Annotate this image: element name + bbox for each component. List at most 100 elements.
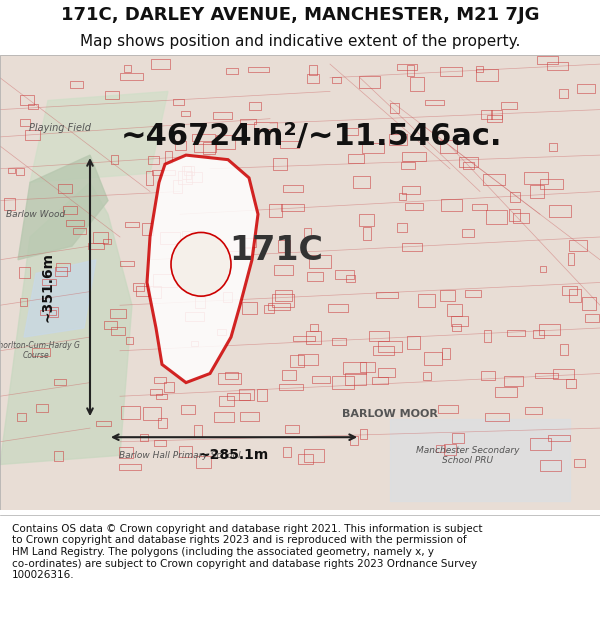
Bar <box>345 374 365 385</box>
Bar <box>293 336 315 341</box>
Bar <box>154 441 166 446</box>
Bar <box>214 412 234 422</box>
Bar <box>55 451 63 461</box>
Text: Manchester Secondary
School PRU: Manchester Secondary School PRU <box>416 446 520 465</box>
Bar <box>401 186 421 194</box>
Bar <box>239 412 259 421</box>
Bar <box>25 131 40 140</box>
Bar <box>150 389 162 395</box>
Bar <box>361 362 374 372</box>
Bar <box>443 444 456 454</box>
Bar <box>310 324 317 331</box>
Bar <box>120 73 143 80</box>
Bar <box>175 141 187 150</box>
FancyBboxPatch shape <box>0 55 600 510</box>
Bar <box>332 376 355 389</box>
Bar <box>184 166 194 175</box>
Text: 171C: 171C <box>229 234 323 267</box>
Bar <box>577 84 595 93</box>
Bar <box>451 316 468 326</box>
Bar <box>149 286 161 298</box>
Text: Map shows position and indicative extent of the property.: Map shows position and indicative extent… <box>80 34 520 49</box>
Bar <box>153 274 177 288</box>
Bar <box>187 173 202 182</box>
Bar <box>215 136 235 149</box>
Bar <box>298 354 319 365</box>
Bar <box>448 304 462 316</box>
Bar <box>585 314 599 322</box>
Bar <box>32 348 50 356</box>
Bar <box>405 202 422 211</box>
Bar <box>119 464 140 470</box>
Bar <box>226 68 238 74</box>
Bar <box>245 248 251 256</box>
Polygon shape <box>147 155 258 382</box>
Bar <box>185 312 205 321</box>
Bar <box>373 377 388 384</box>
Bar <box>241 238 256 247</box>
Bar <box>574 459 585 468</box>
Text: Contains OS data © Crown copyright and database right 2021. This information is : Contains OS data © Crown copyright and d… <box>12 524 482 580</box>
Bar <box>182 166 191 179</box>
Bar <box>111 155 118 164</box>
Bar <box>304 449 323 462</box>
Bar <box>136 286 149 296</box>
Bar <box>343 362 366 374</box>
Bar <box>275 290 292 301</box>
Bar <box>37 404 48 412</box>
Bar <box>278 240 290 252</box>
Bar <box>283 370 296 380</box>
Bar <box>524 172 548 184</box>
Bar <box>20 298 26 306</box>
Text: 171C, DARLEY AVENUE, MANCHESTER, M21 7JG: 171C, DARLEY AVENUE, MANCHESTER, M21 7JG <box>61 6 539 24</box>
Bar <box>332 338 346 345</box>
Polygon shape <box>30 91 168 182</box>
Bar <box>549 205 571 217</box>
Bar <box>285 424 299 433</box>
Bar <box>436 446 445 451</box>
Bar <box>181 405 196 414</box>
Text: ~351.6m: ~351.6m <box>41 252 55 322</box>
Bar <box>506 330 525 336</box>
Bar <box>17 413 26 421</box>
Bar <box>407 65 415 76</box>
Bar <box>181 111 190 116</box>
Bar <box>438 406 458 412</box>
Bar <box>124 64 131 72</box>
Bar <box>160 232 180 244</box>
Bar <box>218 373 241 384</box>
Bar <box>484 330 491 342</box>
Bar <box>566 379 576 388</box>
Bar <box>376 292 398 298</box>
Bar <box>156 394 167 399</box>
Bar <box>465 290 481 297</box>
Text: Barlow Hall Primary School: Barlow Hall Primary School <box>119 451 241 460</box>
Bar <box>290 355 304 367</box>
Bar <box>463 162 475 169</box>
Bar <box>279 384 303 391</box>
Bar <box>486 210 508 224</box>
Bar <box>28 104 38 109</box>
Bar <box>359 76 380 89</box>
Bar <box>257 389 268 401</box>
Bar <box>533 329 544 338</box>
Bar <box>539 324 560 336</box>
Bar <box>353 176 370 188</box>
Bar <box>140 434 148 441</box>
Bar <box>350 436 358 444</box>
Bar <box>562 286 577 296</box>
Bar <box>193 134 215 141</box>
Bar <box>540 266 546 272</box>
Bar <box>461 229 474 237</box>
Bar <box>105 91 119 99</box>
Bar <box>548 435 570 441</box>
Text: Barlow Wood: Barlow Wood <box>7 210 65 219</box>
Bar <box>146 171 153 185</box>
Bar <box>227 393 250 399</box>
Bar <box>217 329 226 335</box>
Bar <box>510 192 520 202</box>
Bar <box>96 421 110 426</box>
Bar <box>203 142 215 154</box>
Bar <box>569 240 587 251</box>
Bar <box>359 214 374 226</box>
